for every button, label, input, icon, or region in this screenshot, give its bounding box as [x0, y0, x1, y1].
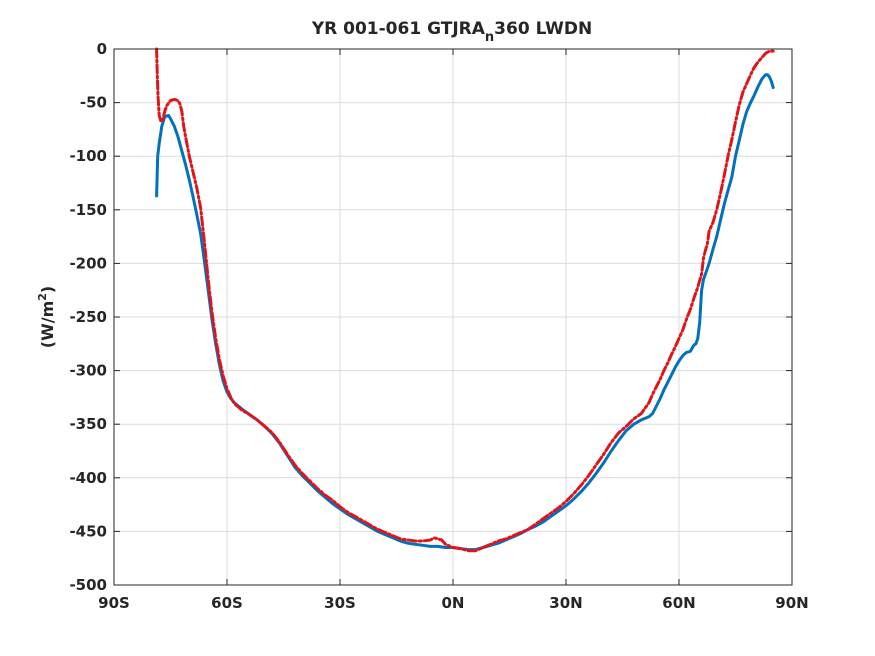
- y-tick-label: -500: [69, 576, 107, 594]
- y-tick-label: -350: [69, 415, 107, 433]
- y-axis-label-superscript: 2: [36, 293, 49, 301]
- y-axis-label-main: (W/m: [38, 301, 57, 348]
- chart-title-main: YR 001-061 GTJRA: [311, 19, 486, 39]
- series-lines: [155, 47, 775, 553]
- series-line-1: [155, 73, 775, 552]
- x-tick-label: 90S: [98, 594, 130, 612]
- axis-ticks: [113, 48, 793, 586]
- y-tick-label: -250: [69, 308, 107, 326]
- x-tick-label: 30S: [324, 594, 356, 612]
- y-tick-label: -450: [69, 522, 107, 540]
- chart-title: YR 001-061 GTJRAn360 LWDN: [311, 19, 592, 45]
- x-tick-label: 0N: [442, 594, 465, 612]
- series-line-2: [155, 47, 775, 553]
- y-tick-label: -300: [69, 362, 107, 380]
- chart-title-end: 360 LWDN: [494, 19, 592, 39]
- y-tick-label: -150: [69, 201, 107, 219]
- y-axis-label-end: ): [38, 286, 57, 293]
- y-tick-label: -400: [69, 469, 107, 487]
- grid-lines: [113, 48, 793, 586]
- y-tick-label: -100: [69, 147, 107, 165]
- x-tick-label: 90N: [775, 594, 808, 612]
- chart-title-subscript: n: [485, 30, 494, 45]
- y-tick-label: -50: [80, 94, 107, 112]
- y-tick-label: -200: [69, 254, 107, 272]
- y-tick-label: 0: [97, 40, 107, 58]
- x-tick-label: 60S: [211, 594, 243, 612]
- tick-labels: 90S 60S 30S 0N 30N 60N 90N 0 -50 -100 -150 -200 -250…: [69, 40, 808, 612]
- x-tick-label: 30N: [549, 594, 582, 612]
- y-axis-label: (W/m2): [36, 286, 57, 348]
- x-tick-label: 60N: [662, 594, 695, 612]
